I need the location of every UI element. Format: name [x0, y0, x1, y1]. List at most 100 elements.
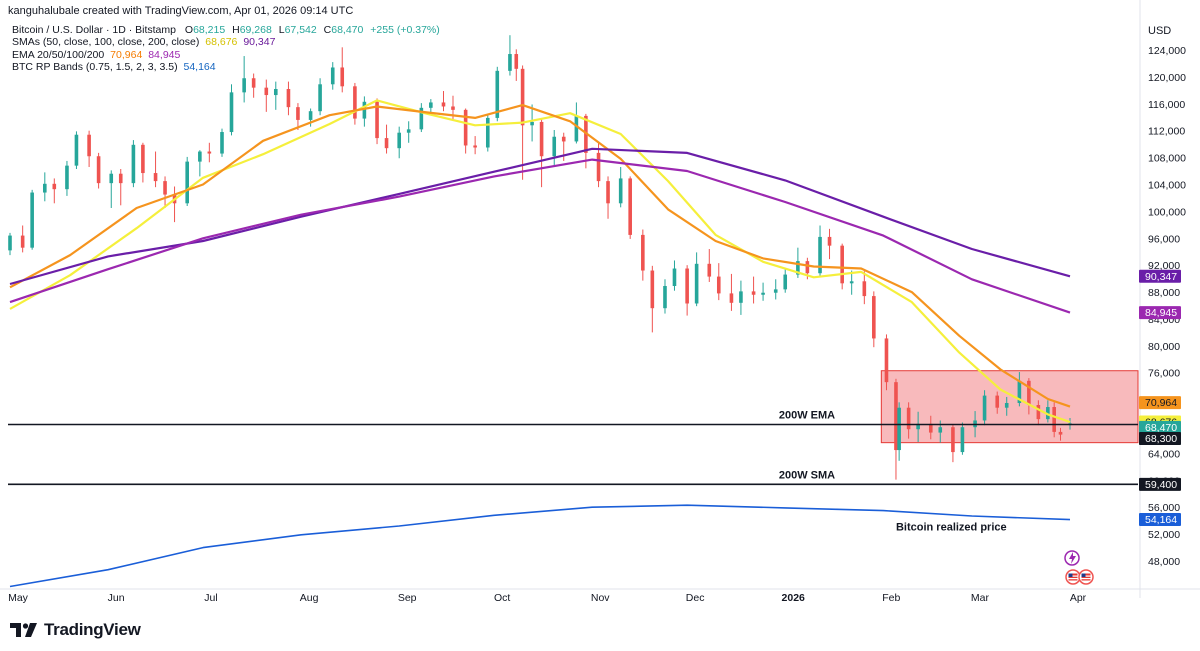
indicator-ema-row[interactable]: EMA 20/50/100/200 70,964 84,945	[12, 49, 440, 61]
price-label-bg	[1139, 477, 1181, 491]
x-tick-label: Aug	[300, 592, 319, 604]
y-tick-label: 56,000	[1148, 502, 1180, 514]
indicator-value: 68,676	[205, 36, 238, 49]
candle-body	[508, 54, 512, 71]
y-tick-label: 64,000	[1148, 448, 1180, 460]
price-label-bg	[1139, 396, 1181, 410]
candle	[1004, 396, 1009, 416]
candle-body	[463, 109, 468, 146]
candle-body	[650, 270, 655, 309]
candle-body	[530, 121, 534, 126]
candle	[1052, 402, 1056, 438]
indicator-rp-row[interactable]: BTC RP Bands (0.75, 1.5, 2, 3, 3.5) 54,1…	[12, 61, 440, 73]
candle-body	[185, 161, 189, 204]
y-tick-label: 88,000	[1148, 287, 1180, 299]
symbol-row: Bitcoin / U.S. Dollar · 1D · Bitstamp O6…	[12, 24, 440, 36]
price-label-text: 54,164	[1145, 514, 1177, 526]
candle-body	[729, 293, 734, 303]
indicator-sma-row[interactable]: SMAs (50, close, 100, close, 200, close)…	[12, 36, 440, 48]
candle-body	[362, 101, 367, 119]
candle	[663, 279, 667, 314]
indicator-value: 90,347	[243, 36, 276, 49]
candle-body	[353, 86, 357, 119]
candle-body	[296, 107, 300, 120]
brand-name: TradingView	[44, 620, 141, 639]
tradingview-logo[interactable]: TradingView	[10, 620, 141, 640]
candle-body	[982, 395, 987, 421]
candle	[463, 108, 468, 154]
candle-body	[1052, 407, 1056, 432]
candle-body	[286, 88, 291, 108]
candle	[30, 189, 34, 250]
candle-body	[739, 291, 743, 303]
candle-body	[805, 261, 810, 274]
candle	[514, 49, 519, 81]
candle-body	[552, 136, 557, 157]
candle	[273, 81, 278, 110]
candle	[153, 151, 158, 188]
candle	[340, 47, 345, 93]
indicator-value: 70,964	[110, 48, 143, 61]
candle	[840, 243, 844, 290]
indicator-label: BTC RP Bands (0.75, 1.5, 2, 3, 3.5)	[12, 60, 178, 73]
candle	[672, 260, 677, 291]
x-tick-label: Sep	[398, 592, 417, 604]
candle-body	[131, 144, 136, 184]
candle-body	[429, 102, 433, 108]
candle	[906, 402, 911, 439]
candle-body	[141, 144, 145, 174]
candle	[650, 265, 655, 333]
annotation-label: 200W EMA	[779, 409, 835, 421]
indicator-label: SMAs (50, close, 100, close, 200, close)	[12, 36, 200, 49]
candle	[163, 176, 167, 209]
y-tick-label: 92,000	[1148, 260, 1180, 272]
candle-body	[198, 151, 202, 162]
candle	[251, 73, 256, 98]
symbol-title: Bitcoin / U.S. Dollar · 1D · Bitstamp	[12, 24, 176, 36]
candle	[928, 415, 933, 440]
price-label: 90,347	[1139, 269, 1181, 283]
candle	[773, 279, 778, 300]
currency-label: USD	[1148, 25, 1171, 37]
candle-body	[1046, 407, 1050, 420]
flag-stripe	[1068, 575, 1078, 577]
candle	[52, 178, 57, 204]
tradingview-logo-icon	[10, 623, 37, 637]
flag-stripes	[1068, 573, 1078, 581]
candle	[485, 114, 490, 152]
legend: Bitcoin / U.S. Dollar · 1D · Bitstamp O6…	[12, 24, 440, 73]
line-ema-200	[9, 158, 1071, 314]
lightning-event-icon	[1064, 550, 1080, 566]
candle-body	[872, 296, 876, 339]
candle	[131, 140, 136, 188]
candle-body	[109, 173, 114, 184]
candle-body	[796, 261, 800, 275]
candle	[739, 280, 743, 315]
flag-canton	[1068, 573, 1073, 577]
indicator-value: 84,945	[148, 48, 181, 61]
candle	[694, 252, 699, 307]
candle	[1058, 427, 1063, 441]
candle	[707, 249, 712, 282]
candle	[1046, 400, 1050, 423]
candle	[318, 78, 322, 116]
candle	[384, 124, 389, 154]
candle-body	[330, 67, 335, 85]
candle-body	[672, 268, 677, 287]
price-label-bg	[1139, 269, 1181, 283]
candle-body	[384, 138, 389, 149]
candle-body	[485, 117, 490, 148]
candle-body	[451, 106, 455, 110]
x-tick-label: Feb	[882, 592, 900, 604]
candle	[87, 130, 91, 167]
candle	[220, 128, 224, 157]
ohlc-low: 67,542	[284, 24, 317, 36]
candle	[406, 121, 411, 143]
lightning-glyph	[1069, 552, 1076, 564]
ohlc-open: 68,215	[193, 24, 226, 36]
candle-body	[960, 427, 965, 453]
candle-body	[8, 235, 12, 251]
candle-body	[663, 286, 667, 309]
